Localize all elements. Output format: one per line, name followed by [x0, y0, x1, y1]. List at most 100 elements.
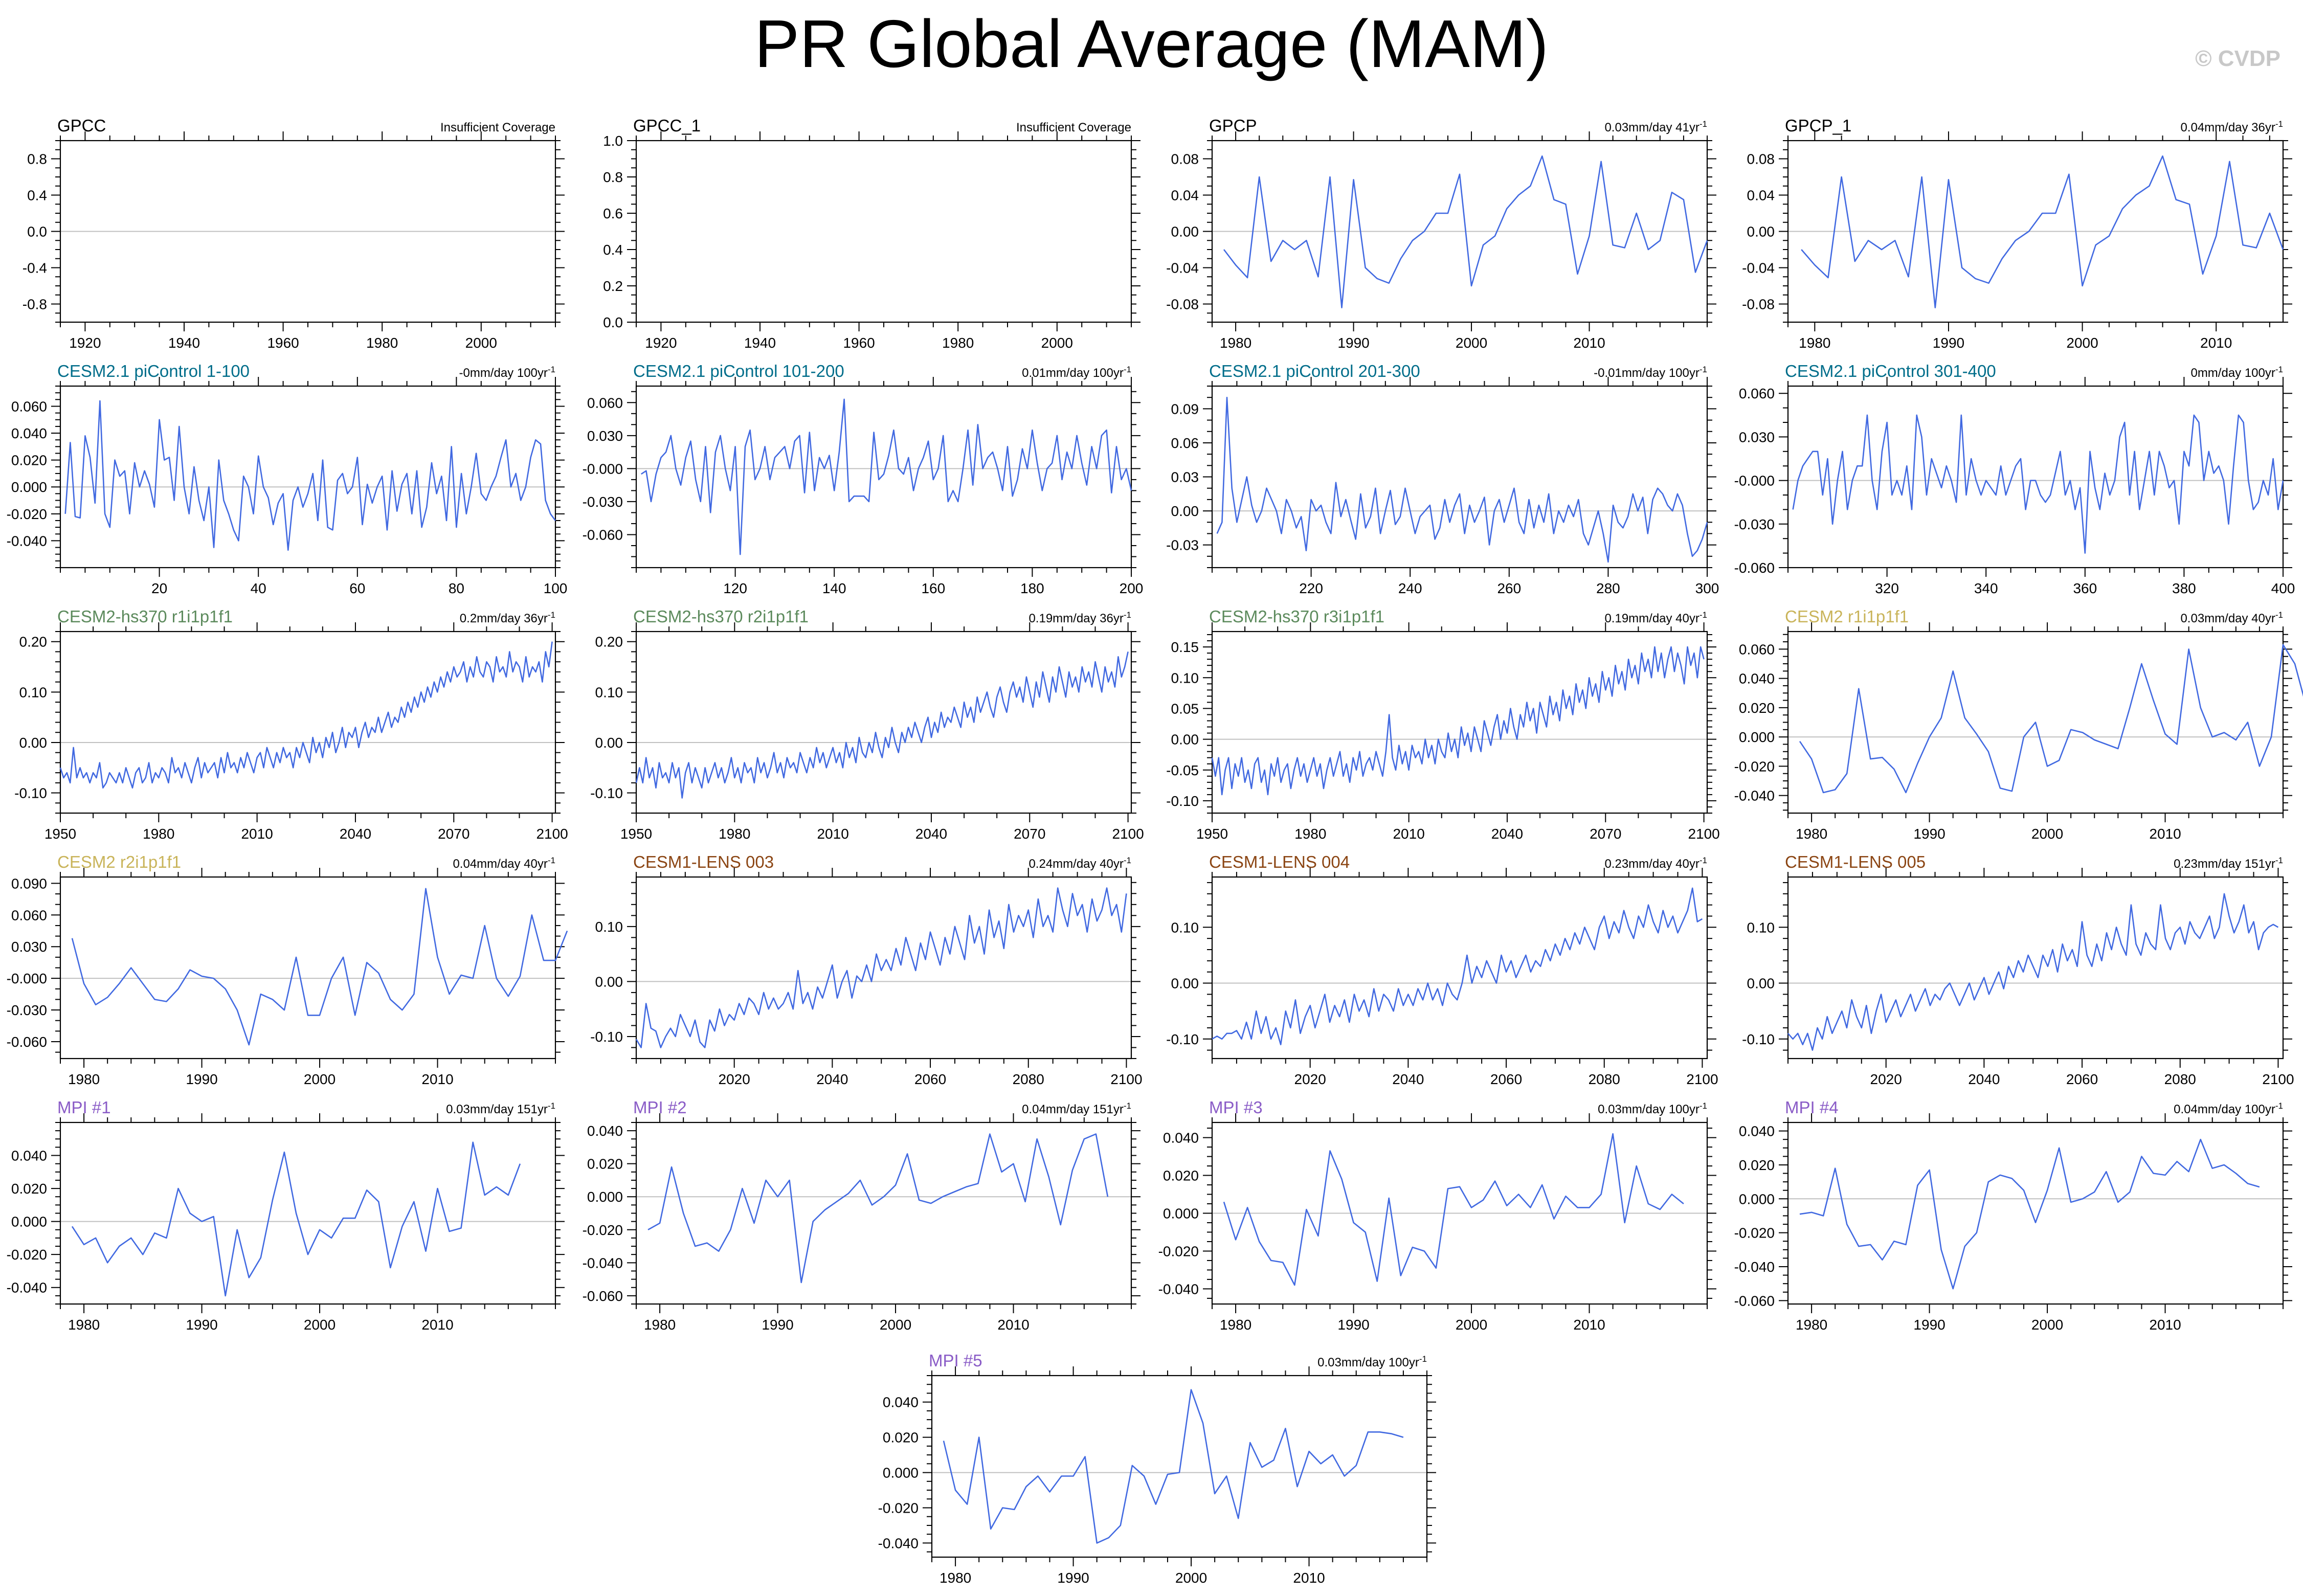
plot-9: CESM2-hs370 r1i1p1f1 0.2mm/day 36yr-1 1950… — [14, 607, 568, 842]
panel-stat: 0.23mm/day 151yr-1 — [2174, 856, 2283, 871]
y-tick-label: -0.8 — [23, 297, 47, 312]
y-tick-label: 0.10 — [1747, 919, 1775, 935]
panel-stat: 0.04mm/day 36yr-1 — [2180, 119, 2283, 135]
panel-stat: 0.03mm/day 100yr-1 — [1598, 1101, 1707, 1117]
x-tick-label: 1980 — [719, 826, 750, 842]
plot-5: CESM2.1 piControl 1-100 -0mm/day 100yr-1 2… — [7, 362, 568, 596]
x-tick-label: 2010 — [1393, 826, 1424, 842]
y-tick-label: -0.020 — [1734, 1225, 1775, 1241]
y-tick-label: 0.060 — [11, 907, 47, 923]
x-tick-label: 360 — [2073, 580, 2097, 596]
panel-title: CESM2.1 piControl 201-300 — [1209, 362, 1420, 380]
x-tick-label: 2100 — [536, 826, 568, 842]
y-tick-label: -0.020 — [1734, 758, 1775, 774]
y-tick-label: 0.10 — [19, 684, 48, 700]
plot-1: GPCC Insufficient Coverage 1920 1940 1960 198… — [23, 116, 565, 351]
stat-superscript: -1 — [1124, 365, 1131, 374]
x-tick-label: 240 — [1398, 580, 1422, 596]
plot-21: MPI #5 0.03mm/day 100yr-1 1980 1990 2000 2010… — [878, 1351, 1436, 1586]
y-tick-label: -0.000 — [583, 461, 623, 477]
stat-superscript: -1 — [2275, 365, 2283, 374]
y-tick-label: -0.060 — [1734, 560, 1775, 576]
panel-stat: 0.23mm/day 40yr-1 — [1604, 856, 1707, 871]
y-tick-label: 0.05 — [1171, 701, 1199, 716]
series-line — [1212, 887, 1703, 1045]
x-tick-label: 1920 — [645, 335, 677, 351]
x-tick-label: 2040 — [1968, 1071, 2000, 1087]
y-tick-label: 0.060 — [11, 398, 47, 414]
x-tick-label: 20 — [151, 580, 167, 596]
stat-superscript: -1 — [548, 856, 555, 865]
y-tick-label: -0.040 — [1158, 1281, 1199, 1297]
y-tick-label: 0.2 — [603, 278, 623, 294]
panel-stat: 0.19mm/day 36yr-1 — [1028, 610, 1131, 626]
y-tick-label: 0.00 — [1747, 224, 1775, 240]
x-tick-label: 1950 — [620, 826, 652, 842]
plot-6: CESM2.1 piControl 101-200 0.01mm/day 100y… — [583, 362, 1144, 596]
panel-stat: 0.04mm/day 151yr-1 — [1022, 1101, 1131, 1117]
y-tick-label: 0.040 — [11, 425, 47, 441]
y-tick-label: -0.04 — [1166, 260, 1199, 276]
plot-frame — [1211, 140, 1708, 323]
y-tick-label: -0.000 — [7, 971, 47, 986]
y-tick-label: 0.10 — [595, 919, 623, 935]
x-tick-label: 1950 — [1196, 826, 1228, 842]
x-tick-label: 2010 — [2200, 335, 2232, 351]
panel-title: GPCC_1 — [633, 116, 701, 135]
y-tick-label: -0.060 — [7, 1034, 47, 1050]
panel-title: CESM1-LENS 003 — [633, 852, 774, 871]
plot-frame — [1211, 385, 1708, 569]
y-tick-label: 0.03 — [1171, 469, 1199, 485]
y-tick-label: 0.020 — [587, 1156, 623, 1172]
x-tick-label: 2010 — [421, 1317, 453, 1333]
y-tick-label: 0.20 — [595, 634, 623, 650]
panel-title: MPI #3 — [1209, 1098, 1263, 1117]
panel-stat: 0.19mm/day 40yr-1 — [1604, 610, 1707, 626]
series-line — [943, 1389, 1404, 1544]
y-tick-label: 0.4 — [27, 188, 47, 204]
y-tick-label: 0.060 — [1739, 641, 1775, 657]
y-tick-label: -0.08 — [1742, 297, 1775, 312]
panel-title: CESM2.1 piControl 301-400 — [1785, 362, 1996, 380]
panel-title: MPI #4 — [1785, 1098, 1839, 1117]
watermark: © CVDP — [2195, 46, 2280, 71]
y-tick-label: -0.040 — [1734, 1259, 1775, 1275]
x-tick-label: 1990 — [1913, 1317, 1945, 1333]
x-tick-label: 180 — [1020, 580, 1044, 596]
plot-frame — [59, 385, 556, 569]
x-tick-label: 220 — [1299, 580, 1323, 596]
x-tick-label: 1990 — [186, 1317, 217, 1333]
x-tick-label: 2000 — [304, 1071, 336, 1087]
y-tick-label: 0.090 — [11, 875, 47, 891]
x-tick-label: 1980 — [644, 1317, 676, 1333]
panel-stat: 0.03mm/day 151yr-1 — [446, 1101, 555, 1117]
x-tick-label: 2010 — [2149, 1317, 2181, 1333]
y-tick-label: 0.15 — [1171, 639, 1199, 655]
x-tick-label: 2010 — [1573, 1317, 1605, 1333]
panel-stat: 0mm/day 100yr-1 — [2190, 365, 2283, 380]
y-tick-label: -0.020 — [7, 1247, 47, 1263]
y-tick-label: 0.4 — [603, 242, 623, 258]
y-tick-label: 0.10 — [1171, 670, 1199, 686]
stat-superscript: -1 — [548, 610, 555, 620]
plot-13: CESM2 r2i1p1f1 0.04mm/day 40yr-1 1980 1990 2… — [7, 852, 568, 1087]
x-tick-label: 200 — [1120, 580, 1144, 596]
x-tick-label: 380 — [2172, 580, 2196, 596]
stat-superscript: -1 — [1700, 119, 1707, 129]
plot-frame — [1787, 385, 2284, 569]
x-tick-label: 1950 — [44, 826, 76, 842]
x-tick-label: 160 — [921, 580, 945, 596]
x-tick-label: 1980 — [940, 1570, 971, 1586]
x-tick-label: 2000 — [1456, 1317, 1487, 1333]
plot-frame — [635, 1121, 1132, 1305]
plot-19: MPI #3 0.03mm/day 100yr-1 1980 1990 2000 2010… — [1158, 1098, 1716, 1333]
y-tick-label: 0.08 — [1747, 151, 1775, 167]
x-tick-label: 2070 — [1014, 826, 1045, 842]
x-tick-label: 2010 — [1293, 1570, 1325, 1586]
x-tick-label: 2000 — [880, 1317, 911, 1333]
plot-16: CESM1-LENS 005 0.23mm/day 151yr-1 2020 2040… — [1742, 852, 2294, 1087]
y-tick-label: -0.08 — [1166, 297, 1199, 312]
